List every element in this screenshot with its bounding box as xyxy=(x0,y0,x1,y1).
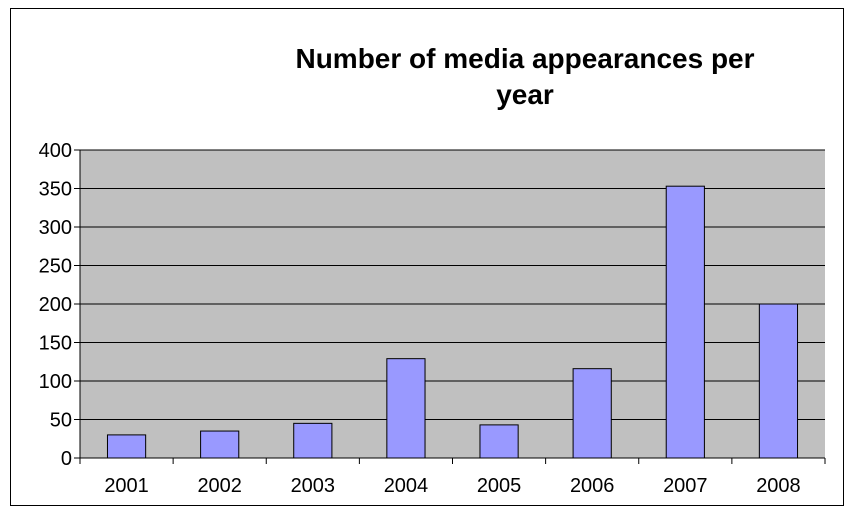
chart-title-line-1: Number of media appearances per xyxy=(295,43,754,74)
y-tick-labels: 0 50 100 150 200 250 300 350 400 xyxy=(39,140,80,470)
chart-title-line-2: year xyxy=(496,79,554,110)
y-tick-label: 50 xyxy=(50,410,72,432)
y-tick-label: 100 xyxy=(39,371,72,393)
bars xyxy=(106,185,799,459)
y-tick-label: 150 xyxy=(39,333,72,355)
y-tick-label: 400 xyxy=(39,140,72,162)
y-tick-label: 300 xyxy=(39,217,72,239)
y-tick-label: 0 xyxy=(61,448,72,470)
x-tick-label: 2001 xyxy=(104,475,149,497)
y-tick-label: 350 xyxy=(39,179,72,201)
bar-2004 xyxy=(386,358,426,459)
x-tick-label: 2008 xyxy=(756,475,801,497)
x-tick-label: 2006 xyxy=(570,475,615,497)
bar-2008 xyxy=(758,303,799,459)
x-tick-label: 2007 xyxy=(663,475,708,497)
y-tick-label: 250 xyxy=(39,256,72,278)
x-tick-label: 2002 xyxy=(197,475,242,497)
bar-2003 xyxy=(293,422,333,459)
y-tick-label: 200 xyxy=(39,294,72,316)
bar-2002 xyxy=(200,430,240,459)
x-tick-label: 2003 xyxy=(291,475,336,497)
x-tick-label: 2004 xyxy=(384,475,429,497)
x-tick-label: 2005 xyxy=(477,475,522,497)
bar-2001 xyxy=(106,434,147,459)
bar-2005 xyxy=(479,424,519,459)
x-tick-labels: 2001 2002 2003 2004 2005 2006 2007 2008 xyxy=(79,458,826,497)
bar-2007 xyxy=(665,185,705,459)
bar-2006 xyxy=(572,368,612,459)
